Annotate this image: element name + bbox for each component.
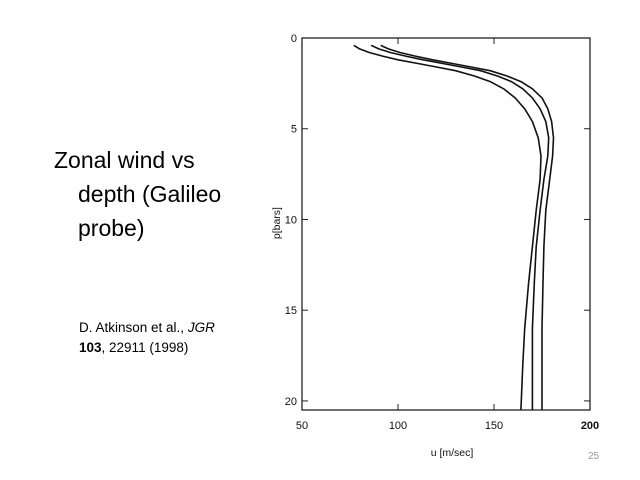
wind-profile-line <box>353 44 542 411</box>
y-axis-label: p[bars] <box>271 207 283 239</box>
slide-title-line: depth (Galileo <box>78 181 222 207</box>
citation-authors: D. Atkinson et al., <box>79 320 188 335</box>
x-tick-label: 150 <box>485 420 503 432</box>
y-tick-label: 15 <box>285 305 297 317</box>
citation-pages-year: , 22911 (1998) <box>101 340 189 355</box>
plot-frame <box>301 37 591 411</box>
citation: D. Atkinson et al., JGR 103, 22911 (1998… <box>79 318 215 358</box>
x-tick-label: 100 <box>389 420 407 432</box>
y-tick-label: 5 <box>291 124 297 136</box>
y-tick-label: 0 <box>291 33 297 45</box>
wind-profile-line <box>370 44 550 410</box>
slide-title: Zonal wind vs depth (Galileo probe) <box>54 143 259 245</box>
citation-line-2: 103, 22911 (1998) <box>79 338 215 358</box>
wind-profile-line <box>380 44 555 410</box>
y-tick-label: 10 <box>285 214 297 226</box>
x-tick-label: 200 <box>581 420 599 432</box>
slide-title-line: Zonal wind vs <box>54 147 195 173</box>
slide-title-line: probe) <box>78 215 145 241</box>
x-axis-label: u [m/sec] <box>431 447 474 459</box>
citation-line-1: D. Atkinson et al., JGR <box>79 318 215 338</box>
citation-journal: JGR <box>187 320 215 335</box>
y-tick-label: 20 <box>285 396 297 408</box>
slide-number: 25 <box>588 451 600 462</box>
x-tick-label: 50 <box>296 420 308 432</box>
citation-volume: 103 <box>79 340 102 355</box>
